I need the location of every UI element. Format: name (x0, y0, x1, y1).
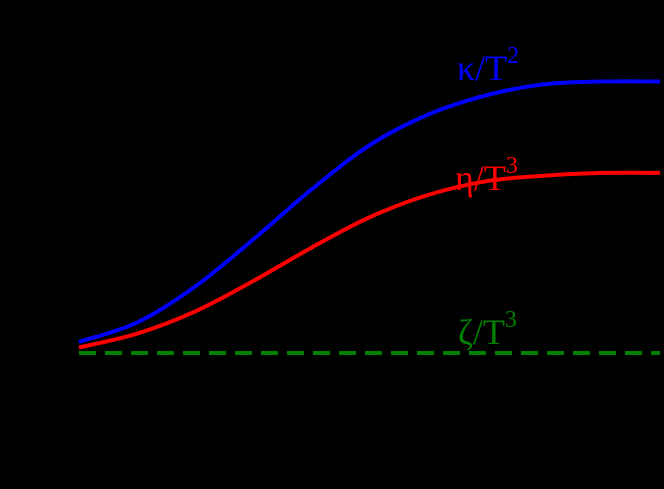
eta-label: η/T3 (455, 154, 518, 198)
zeta-label: ζ/T3 (458, 308, 517, 352)
kappa-label-base: κ/T (457, 48, 508, 88)
zeta-label-exponent: 3 (504, 307, 517, 333)
kappa-curve (78, 79, 661, 344)
zeta-label-base: ζ/T (458, 312, 505, 352)
eta-label-base: η/T (455, 158, 506, 198)
eta-label-exponent: 3 (505, 153, 518, 179)
kappa-label-exponent: 2 (507, 43, 520, 69)
kappa-label: κ/T2 (457, 44, 519, 88)
eta-curve (78, 170, 661, 350)
